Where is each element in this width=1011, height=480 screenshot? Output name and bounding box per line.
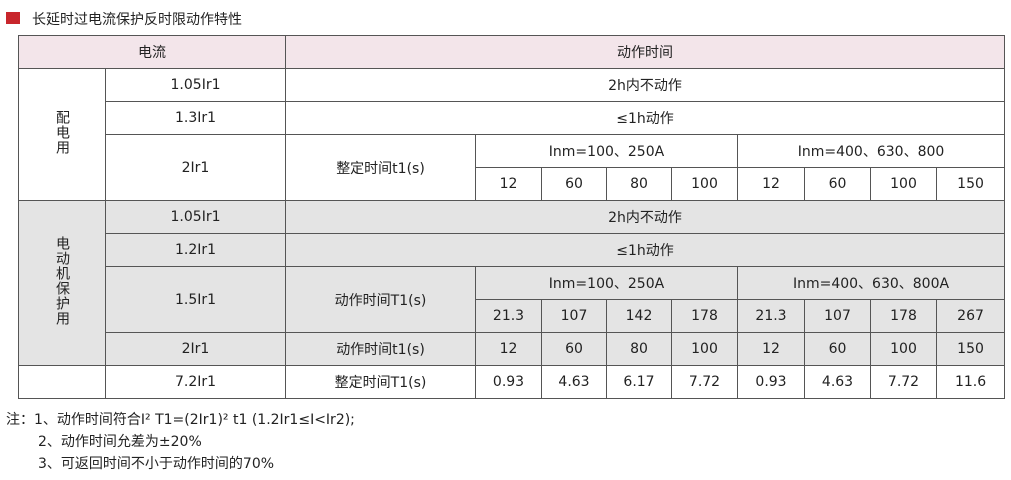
value-cell: 100 <box>671 167 738 201</box>
value-cell: 12 <box>475 167 542 201</box>
cell: 1.05Ir1 <box>105 68 286 102</box>
group-cell: 电动机保护用 <box>18 200 106 366</box>
table: 电流 动作时间 配电用 1.05Ir1 2h内不动作 1.3Ir1 ≤1h动作 … <box>18 35 1006 399</box>
note: 2、动作时间允差为±20% <box>38 434 202 450</box>
value-cell: 60 <box>541 332 607 366</box>
group-label: 配电用 <box>54 110 70 155</box>
value-cell: 12 <box>475 332 542 366</box>
value-cell: 7.72 <box>870 365 937 399</box>
value-cell: 80 <box>606 332 672 366</box>
value-cell: 60 <box>804 167 871 201</box>
value-cell: 100 <box>870 167 937 201</box>
row: 12 60 80 100 12 60 100 150 <box>19 167 1006 201</box>
cell: 2Ir1 <box>105 332 286 366</box>
cell: 1.3Ir1 <box>105 101 286 135</box>
value-cell: 267 <box>935 299 1006 333</box>
group-cell: 配电用 <box>18 68 106 201</box>
value-cell: 142 <box>606 299 672 333</box>
value-cell: 4.63 <box>541 365 607 399</box>
cell <box>18 365 106 399</box>
value-cell: 100 <box>870 332 937 366</box>
value-cell: 100 <box>671 332 738 366</box>
cell: ≤1h动作 <box>284 101 1006 135</box>
value-cell: 0.93 <box>475 365 542 399</box>
cell: Inm=100、250A <box>475 266 738 300</box>
cell: Inm=400、630、800 <box>736 134 1006 168</box>
value-cell: 7.72 <box>671 365 738 399</box>
row: 1.2Ir1 ≤1h动作 <box>19 233 1006 267</box>
header-row: 电流 动作时间 <box>18 35 1006 69</box>
value-cell: 107 <box>804 299 871 333</box>
value-cell: 12 <box>737 167 805 201</box>
cell: 动作时间T1(s) <box>285 266 476 333</box>
row: 21.3 107 142 178 21.3 107 178 267 <box>19 299 1006 333</box>
cell: ≤1h动作 <box>284 233 1006 267</box>
cell: Inm=100、250A <box>475 134 738 168</box>
cell: 2h内不动作 <box>284 200 1006 234</box>
header-cell: 动作时间 <box>284 35 1006 69</box>
row: 电动机保护用 1.05Ir1 2h内不动作 <box>18 200 1006 366</box>
group-label: 电动机保护用 <box>54 236 70 326</box>
value-cell: 150 <box>935 167 1006 201</box>
value-cell: 0.93 <box>737 365 805 399</box>
value-cell: 107 <box>541 299 607 333</box>
cell: 1.5Ir1 <box>105 266 286 333</box>
cell: 1.2Ir1 <box>105 233 286 267</box>
value-cell: 4.63 <box>804 365 871 399</box>
value-cell: 6.17 <box>606 365 672 399</box>
cell: 整定时间t1(s) <box>285 134 476 201</box>
row: 1.3Ir1 ≤1h动作 <box>19 101 1006 135</box>
value-cell: 21.3 <box>737 299 805 333</box>
value-cell: 178 <box>671 299 738 333</box>
cell: 动作时间t1(s) <box>285 332 476 366</box>
title-marker <box>6 12 20 24</box>
row: 1.5Ir1 动作时间T1(s) Inm=100、250A Inm=400、63… <box>19 266 1006 333</box>
value-cell: 12 <box>737 332 805 366</box>
value-cell: 11.6 <box>935 365 1006 399</box>
row: 2Ir1 整定时间t1(s) Inm=100、250A Inm=400、630、… <box>19 134 1006 201</box>
note: 注：1、动作时间符合I² T1=(2Ir1)² t1 (1.2Ir1≤I<Ir2… <box>6 412 355 428</box>
cell: 整定时间T1(s) <box>285 365 476 399</box>
header-cell: 电流 <box>18 35 286 69</box>
value-cell: 60 <box>804 332 871 366</box>
value-cell: 150 <box>935 332 1006 366</box>
note: 3、可返回时间不小于动作时间的70% <box>38 456 275 472</box>
value-cell: 178 <box>870 299 937 333</box>
cell: 7.2Ir1 <box>105 365 286 399</box>
row: 2Ir1 动作时间t1(s) 12 60 80 100 12 60 100 150 <box>19 332 1006 366</box>
title: 长延时过电流保护反时限动作特性 <box>32 12 242 28</box>
cell: 2Ir1 <box>105 134 286 201</box>
row: 配电用 1.05Ir1 2h内不动作 <box>18 68 1006 201</box>
cell: 1.05Ir1 <box>105 200 286 234</box>
cell: Inm=400、630、800A <box>736 266 1006 300</box>
value-cell: 21.3 <box>475 299 542 333</box>
cell: 2h内不动作 <box>284 68 1006 102</box>
value-cell: 60 <box>541 167 607 201</box>
value-cell: 80 <box>606 167 672 201</box>
row: 7.2Ir1 整定时间T1(s) 0.93 4.63 6.17 7.72 0.93 4.63… <box>18 365 1006 399</box>
